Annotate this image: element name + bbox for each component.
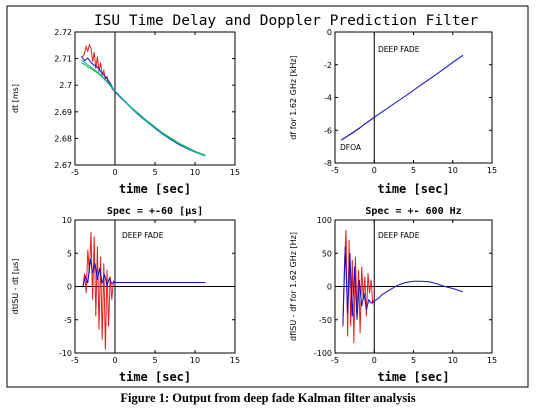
x-tick-label: 10 [448,356,458,365]
plot-title: Spec = +- 600 Hz [365,206,461,217]
x-tick-label: 0 [112,168,117,177]
x-tick-label: 15 [487,356,497,365]
y-axis-label: dtISU - dt [μs] [11,259,20,315]
y-tick-label: 2.71 [54,55,72,64]
x-tick-label: 15 [230,356,240,365]
x-axis-label: time [sec] [377,182,449,196]
y-tick-label: 0 [327,283,332,292]
x-tick-label: 15 [487,166,497,175]
x-tick-label: 0 [372,356,377,365]
x-tick-label: -5 [71,356,79,365]
series-line-1 [81,56,206,157]
x-tick-label: 5 [152,356,157,365]
y-tick-label: -2 [324,61,332,70]
y-tick-label: -50 [319,316,332,325]
annotation-label: DEEP FADE [378,45,420,54]
y-tick-label: 2.68 [54,134,72,143]
x-tick-label: 5 [152,168,157,177]
y-tick-label: -8 [324,159,332,168]
y-tick-label: 2.7 [59,81,72,90]
x-tick-label: 5 [411,356,416,365]
y-axis-label: dt [ms] [11,84,20,113]
x-tick-label: 0 [112,356,117,365]
series-line-1 [82,258,206,287]
series-line-0 [82,231,116,350]
series-line-3 [81,59,206,157]
x-tick-label: 10 [190,356,200,365]
y-tick-label: -4 [324,94,332,103]
x-tick-label: 5 [411,166,416,175]
plot-title: Spec = +-60 [μs] [107,206,203,217]
x-tick-label: -5 [71,168,79,177]
x-tick-label: 10 [448,166,458,175]
series-line-1 [342,246,464,327]
y-tick-label: 5 [67,249,72,258]
y-tick-label: -100 [314,349,332,358]
x-tick-label: 15 [230,168,240,177]
y-tick-label: 50 [322,249,332,258]
annotation-label: DEEP FADE [378,231,420,240]
y-tick-label: -6 [324,126,332,135]
x-tick-label: -5 [331,166,339,175]
plot-dt-ms: -5 0 5 10 15 2.72 2.71 2.7 2.69 2.68 2.67 time [sec… [11,28,240,196]
y-tick-label: 0 [67,283,72,292]
y-tick-label: 2.69 [54,108,72,117]
y-tick-label: -5 [64,316,72,325]
series-line-1 [341,54,464,141]
series-line-0 [81,43,116,93]
plot-df-khz: -5 0 5 10 15 0 -2 -4 -6 -8 time [sec] df for 1.62 G… [289,28,497,196]
x-tick-label: 10 [190,168,200,177]
annotation-label: DEEP FADE [122,231,164,240]
x-axis-label: time [sec] [119,182,191,196]
y-tick-label: 0 [327,28,332,37]
figure-caption: Figure 1: Output from deep fade Kalman f… [120,391,415,405]
y-axis-label: df for 1.62 GHz [kHz] [289,55,298,139]
y-tick-label: 10 [62,216,72,225]
x-axis-label: time [sec] [377,370,449,384]
annotation-label: DFOA [340,143,362,152]
x-tick-label: -5 [331,356,339,365]
y-tick-label: 100 [317,216,332,225]
figure-suptitle: ISU Time Delay and Doppler Prediction Fi… [94,13,478,29]
y-tick-label: -10 [59,349,72,358]
x-axis-label: time [sec] [119,370,191,384]
y-tick-label: 2.67 [54,161,72,170]
y-tick-label: 2.72 [54,28,72,37]
x-tick-label: 0 [372,166,377,175]
y-axis-label: dfISU - df for 1.62 GHz [Hz] [289,232,298,341]
